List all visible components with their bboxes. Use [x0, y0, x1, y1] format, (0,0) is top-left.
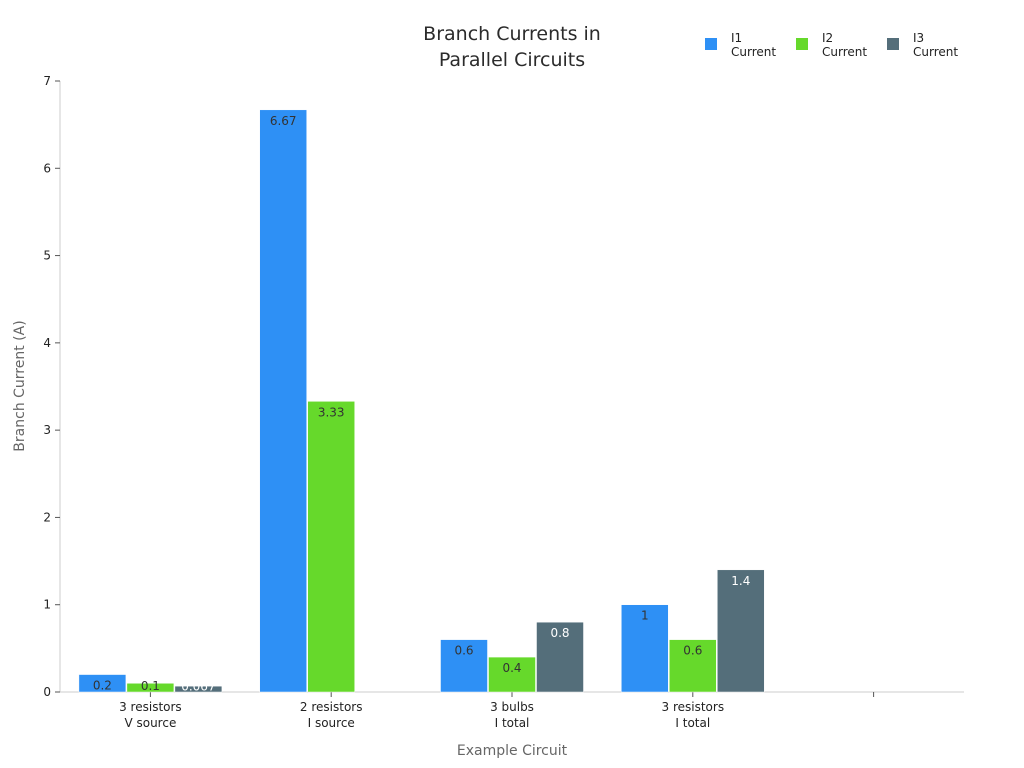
- bar: [669, 639, 717, 693]
- x-axis-label: Example Circuit: [457, 743, 568, 759]
- y-tick-label: 0: [43, 685, 51, 699]
- bar: [621, 604, 669, 693]
- bar-data-label: 0.4: [502, 661, 521, 675]
- legend-swatch: [796, 38, 808, 50]
- x-tick-label: V source: [124, 716, 176, 730]
- bar: [717, 569, 765, 693]
- y-tick-label: 1: [43, 598, 51, 612]
- y-tick-label: 4: [43, 336, 51, 350]
- y-axis-label: Branch Current (A): [12, 320, 28, 451]
- x-tick-label: 2 resistors: [300, 700, 363, 714]
- bar-data-label: 0.6: [683, 644, 702, 658]
- bar: [488, 656, 536, 693]
- chart-title-line-2: Parallel Circuits: [439, 49, 585, 71]
- y-tick-label: 5: [43, 249, 51, 263]
- x-tick-label: 3 resistors: [662, 700, 725, 714]
- legend-label: I2: [822, 31, 833, 45]
- y-axis-ticks: 0 1 2 3 4 5 6 7: [43, 74, 60, 699]
- bar-data-label: 3.33: [318, 405, 345, 419]
- chart-title-line-1: Branch Currents in: [423, 23, 601, 45]
- legend-label: I1: [731, 31, 742, 45]
- bar-data-label: 0.1: [141, 679, 160, 693]
- bars: 0.2 6.67 0.6 1 0.1 3.33 0.4 0.6 0.067 0.8 1.4: [78, 109, 765, 694]
- bar: [307, 401, 355, 693]
- bar-data-label: 1: [641, 609, 649, 623]
- bar-data-label: 0.6: [454, 644, 473, 658]
- y-tick-label: 6: [43, 161, 51, 175]
- x-tick-label: I source: [308, 716, 355, 730]
- bar-data-label: 1.4: [731, 574, 750, 588]
- y-tick-label: 3: [43, 423, 51, 437]
- legend-swatch: [887, 38, 899, 50]
- legend-swatch: [705, 38, 717, 50]
- bar: [126, 683, 175, 693]
- legend-label: Current: [913, 45, 958, 59]
- y-tick-label: 7: [43, 74, 51, 88]
- legend-label: Current: [731, 45, 776, 59]
- bar: [536, 621, 584, 693]
- bar: [78, 674, 127, 693]
- x-tick-label: 3 bulbs: [490, 700, 534, 714]
- bar-data-label: 6.67: [270, 114, 297, 128]
- bar: [174, 685, 223, 693]
- x-tick-label: I total: [495, 716, 530, 730]
- bar: [440, 639, 488, 693]
- bar-data-label: 0.2: [93, 679, 112, 693]
- bar-data-label: 0.067: [181, 680, 215, 694]
- bar-data-label: 0.8: [550, 626, 569, 640]
- y-tick-label: 2: [43, 510, 51, 524]
- legend-label: I3: [913, 31, 924, 45]
- legend-label: Current: [822, 45, 867, 59]
- bar: [259, 109, 307, 693]
- x-tick-label: 3 resistors: [119, 700, 182, 714]
- x-tick-label: I total: [675, 716, 710, 730]
- x-axis-ticks: 3 resistors V source 2 resistors I source 3 …: [119, 692, 875, 730]
